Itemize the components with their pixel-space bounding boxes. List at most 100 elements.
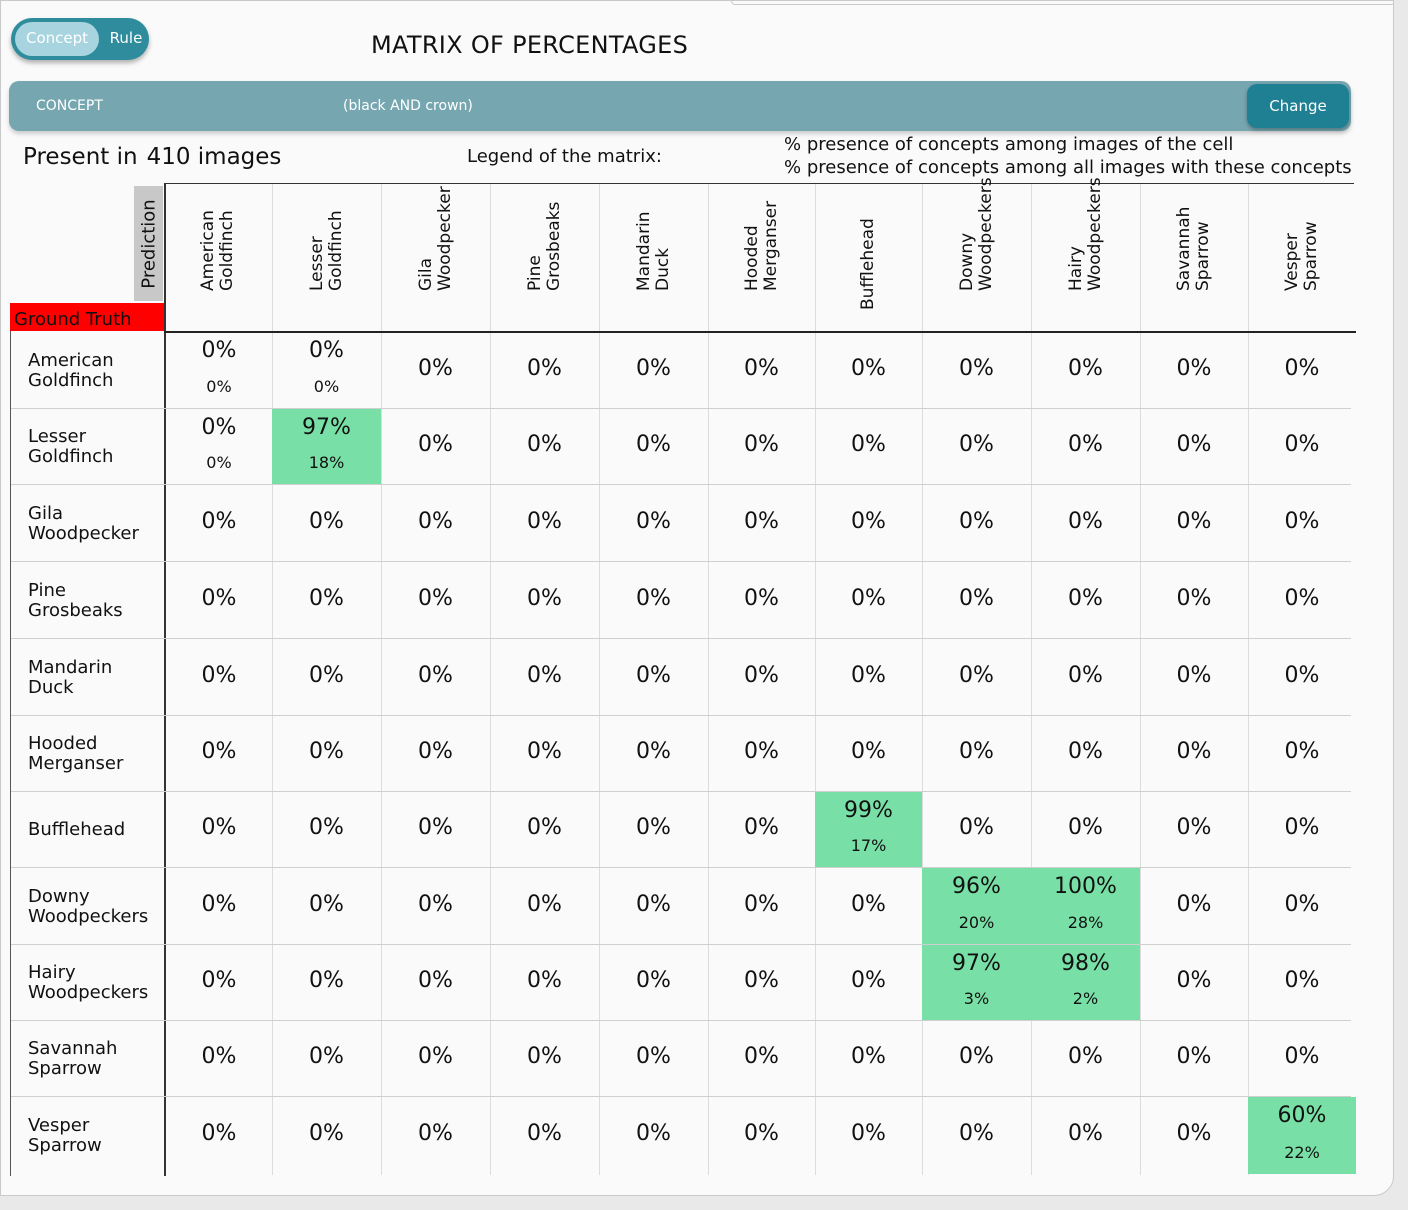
matrix-cell: 0% <box>381 332 490 408</box>
row-label-line: Woodpeckers <box>28 982 149 1003</box>
row-label-line: Grosbeaks <box>28 599 123 621</box>
cell-percent: 0% <box>1068 1044 1103 1069</box>
cell-percent: 0% <box>527 968 562 993</box>
cell-percent: 0% <box>744 662 779 688</box>
cell-percent: 0% <box>1068 739 1103 764</box>
cell-percent: 0% <box>1068 662 1103 688</box>
cell-percent: 0% <box>851 1044 886 1069</box>
cell-percent: 0% <box>636 968 671 993</box>
matrix-cell: 0% <box>1140 945 1248 1020</box>
matrix-cell: 0% <box>1248 562 1356 638</box>
row-label-line: Pine <box>28 579 66 601</box>
column-header-line: Hairy <box>1065 246 1086 291</box>
cell-percent: 0% <box>418 815 453 840</box>
matrix-cell: 0% <box>922 716 1031 791</box>
cell-share: 0% <box>206 377 232 396</box>
cell-share: 22% <box>1284 1143 1320 1162</box>
cell-percent: 0% <box>744 891 779 917</box>
cell-percent: 0% <box>1176 968 1212 993</box>
row-label-line: Vesper <box>28 1115 90 1136</box>
column-header-line: Duck <box>652 247 673 291</box>
matrix-cell: 0% <box>490 639 599 715</box>
matrix-cell: 0% <box>708 945 815 1020</box>
column-header-label: Lesser Goldfinch <box>307 210 346 291</box>
toggle-concept-option[interactable]: Concept <box>25 29 89 47</box>
cell-share: 2% <box>1072 989 1099 1008</box>
cell-percent: 0% <box>1284 355 1320 381</box>
matrix-cell: 0% <box>708 332 815 408</box>
matrix-cell: 0% <box>490 868 599 944</box>
matrix-cell: 0% <box>166 639 272 715</box>
column-header-label: Mandarin Duck <box>634 211 673 291</box>
cell-percent: 0% <box>851 355 886 381</box>
cell-percent: 0% <box>527 1044 562 1069</box>
column-header-line: Bufflehead <box>858 218 878 310</box>
matrix-cell: 0% <box>815 409 922 484</box>
cell-percent: 0% <box>309 1044 344 1069</box>
cell-percent: 0% <box>527 585 562 611</box>
matrix-cell: 0% <box>381 1021 490 1096</box>
matrix-cell: 0% <box>1248 332 1356 408</box>
row-divider <box>11 715 1351 716</box>
cell-percent: 0% <box>1176 739 1212 764</box>
column-header: Gila Woodpecker <box>381 186 490 329</box>
cell-percent: 0% <box>201 338 237 363</box>
matrix-cell: 0% <box>272 716 381 791</box>
matrix-cell: 0% <box>1140 716 1248 791</box>
cell-percent: 0% <box>309 338 344 363</box>
cell-percent: 0% <box>851 968 886 993</box>
change-button[interactable]: Change <box>1247 84 1349 128</box>
matrix-cell: 0% <box>381 1097 490 1174</box>
page-title: MATRIX OF PERCENTAGES <box>371 31 689 59</box>
column-header-label: Gila Woodpecker <box>416 186 455 291</box>
cell-percent: 0% <box>744 1121 779 1146</box>
matrix-cell: 0% <box>490 562 599 638</box>
cell-percent: 0% <box>959 662 994 688</box>
matrix-cell: 0% <box>490 485 599 561</box>
matrix-cell: 0% <box>599 1097 708 1174</box>
cell-percent: 0% <box>527 355 562 381</box>
matrix-cell: 0% <box>272 945 381 1020</box>
column-header-label: Hooded Merganser <box>742 201 781 291</box>
cell-percent: 0% <box>1068 585 1103 611</box>
concept-label: CONCEPT <box>36 98 103 114</box>
column-header: Mandarin Duck <box>599 187 708 329</box>
row-divider <box>11 867 1351 868</box>
matrix-cell: 0% <box>1031 1097 1140 1174</box>
cell-percent: 0% <box>959 585 994 611</box>
matrix-cell: 0% <box>381 639 490 715</box>
concept-rule-toggle[interactable]: Concept Rule <box>11 18 149 60</box>
row-label-line: Hooded <box>28 733 98 754</box>
ground-truth-axis-label: Ground Truth <box>10 303 166 331</box>
cell-percent: 0% <box>744 508 779 534</box>
matrix-cell: 0% <box>599 409 708 484</box>
concept-bar: CONCEPT (black AND crown) Change <box>9 81 1351 131</box>
cell-percent: 0% <box>1176 815 1212 840</box>
present-prefix: Present in <box>23 144 138 170</box>
row-divider <box>11 638 1351 639</box>
matrix-cell: 0% <box>922 332 1031 408</box>
toggle-rule-option[interactable]: Rule <box>109 29 143 47</box>
cell-percent: 0% <box>527 815 562 840</box>
cell-percent: 0% <box>1284 815 1320 840</box>
cell-percent: 0% <box>201 891 237 917</box>
cell-percent: 0% <box>418 585 453 611</box>
cell-share: 0% <box>313 377 340 396</box>
matrix-cell: 0% <box>1248 792 1356 867</box>
cell-percent: 0% <box>1176 1044 1212 1069</box>
matrix-cell: 0% <box>708 1097 815 1174</box>
cell-percent: 0% <box>527 739 562 764</box>
cell-percent: 0% <box>1068 815 1103 840</box>
row-label-line: Goldfinch <box>28 369 114 391</box>
cell-percent: 0% <box>851 891 886 917</box>
header-top-rule <box>164 183 1354 184</box>
present-images: 410 images <box>146 144 282 170</box>
matrix-cell: 0% <box>1140 485 1248 561</box>
row-label: Lesser Goldfinch <box>28 427 113 467</box>
cell-percent: 0% <box>636 355 671 381</box>
column-header-label: Downy Woodpeckers <box>957 177 996 291</box>
cell-percent: 97% <box>302 415 351 440</box>
column-header: Hairy Woodpeckers <box>1031 177 1140 329</box>
matrix-cell: 0% <box>599 792 708 867</box>
row-divider <box>11 1096 1351 1097</box>
